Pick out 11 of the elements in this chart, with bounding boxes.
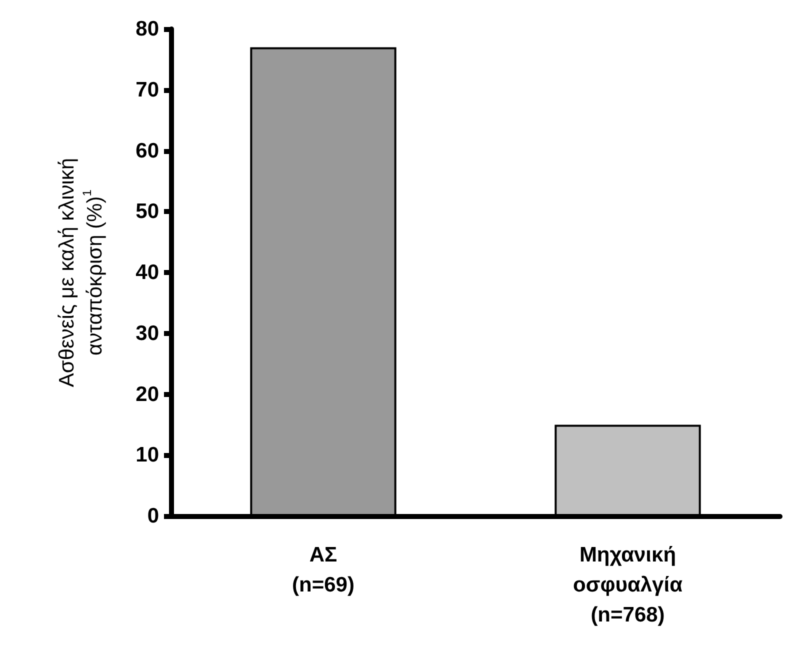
y-tick-label: 10 [136,444,159,467]
x-tick-label: ΑΣ (n=69) [292,544,354,596]
y-tick-label: 70 [136,78,159,102]
y-tick-label: 20 [136,382,159,406]
y-tick-label: 50 [136,200,159,224]
x-tick-label: Μηχανική οσφυαλγία (n=768) [573,544,683,626]
y-tick-label: 80 [136,18,159,40]
y-tick-label: 0 [147,504,159,528]
y-tick-label: 30 [136,322,159,345]
y-tick-label: 40 [136,261,159,284]
y-tick-label: 60 [136,139,159,162]
